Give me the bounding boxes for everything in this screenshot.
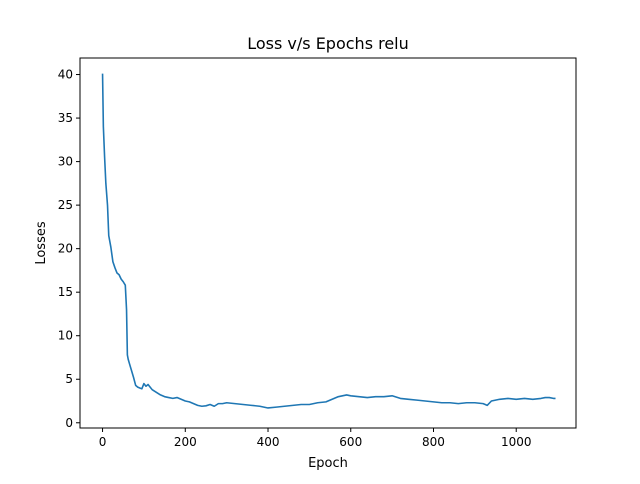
x-tick-label: 600 bbox=[339, 435, 362, 449]
chart-title: Loss v/s Epochs relu bbox=[247, 34, 409, 53]
x-axis: 0 200 400 600 800 1000 bbox=[99, 428, 532, 449]
plot-area bbox=[101, 73, 556, 409]
y-tick-label: 5 bbox=[65, 372, 73, 386]
x-tick-label: 200 bbox=[174, 435, 197, 449]
y-tick-label: 25 bbox=[58, 198, 73, 212]
y-tick-label: 40 bbox=[58, 68, 73, 82]
loss-series-line bbox=[101, 73, 556, 409]
y-tick-label: 10 bbox=[58, 329, 73, 343]
y-tick-label: 35 bbox=[58, 111, 73, 125]
x-tick-label: 0 bbox=[99, 435, 107, 449]
y-tick-label: 20 bbox=[58, 242, 73, 256]
axes-frame bbox=[79, 57, 577, 429]
y-tick-label: 30 bbox=[58, 155, 73, 169]
x-tick-label: 400 bbox=[257, 435, 280, 449]
y-axis: 0 5 10 15 20 25 30 35 40 bbox=[58, 68, 80, 430]
x-tick-label: 800 bbox=[422, 435, 445, 449]
x-axis-label: Epoch bbox=[308, 456, 348, 471]
y-tick-label: 15 bbox=[58, 285, 73, 299]
x-tick-label: 1000 bbox=[501, 435, 532, 449]
y-tick-label: 0 bbox=[65, 416, 73, 430]
y-axis-label: Losses bbox=[34, 221, 49, 265]
